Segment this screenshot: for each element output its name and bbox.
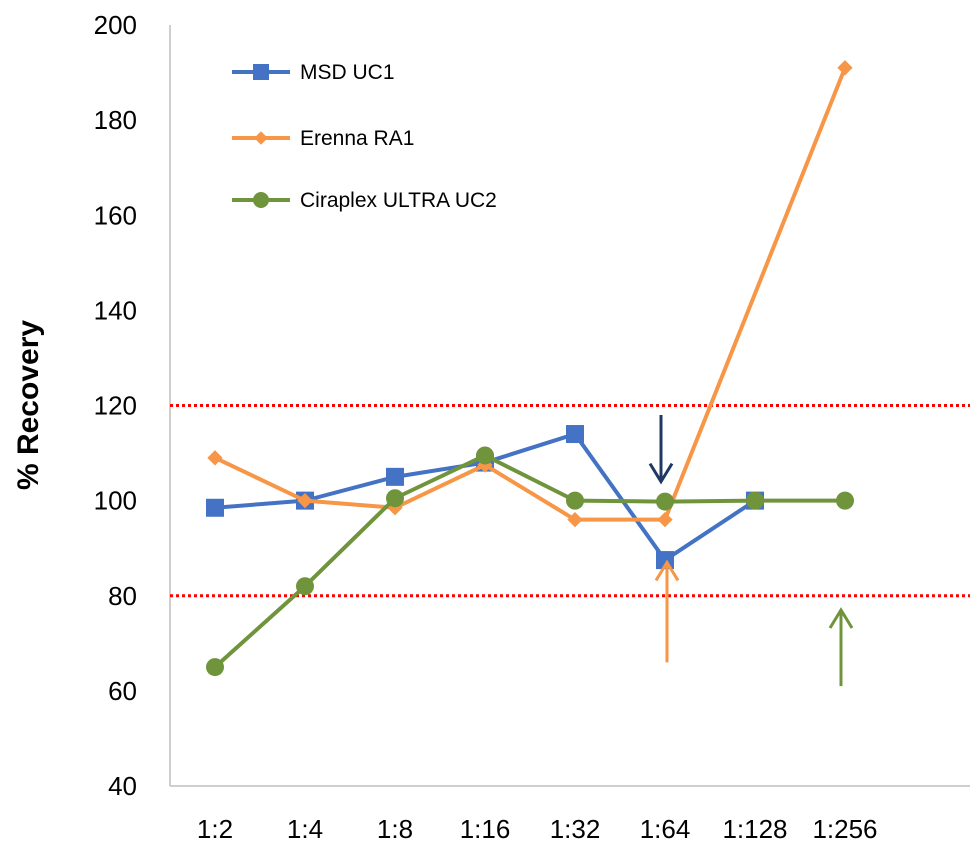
arrow-up-annotation [830,610,852,686]
legend-label: MSD UC1 [300,61,395,84]
y-tick-label: 180 [94,105,137,135]
x-tick-label: 1:16 [460,814,511,844]
x-tick-label: 1:4 [287,814,323,844]
data-point-diamond [207,450,222,465]
y-tick-label: 160 [94,200,137,230]
legend-label: Erenna RA1 [300,127,414,150]
y-tick-label: 60 [108,676,137,706]
x-tick-labels: 1:2 1:4 1:8 1:16 1:32 1:64 1:128 1:256 [197,814,878,844]
data-point-square [566,425,584,443]
data-point-circle [296,577,314,595]
data-point-circle [253,192,269,208]
legend-item: Ciraplex ULTRA UC2 [232,189,497,212]
y-tick-label: 80 [108,581,137,611]
x-tick-label: 1:128 [722,814,787,844]
x-tick-label: 1:2 [197,814,233,844]
y-tick-label: 40 [108,771,137,801]
data-point-circle [206,658,224,676]
legend: MSD UC1 Erenna RA1 Ciraplex ULTRA UC2 [232,61,497,212]
data-point-diamond [254,131,268,145]
data-point-circle [656,493,674,511]
y-tick-label: 200 [94,10,137,40]
x-tick-label: 1:256 [812,814,877,844]
arrow-down-annotation [650,415,672,482]
data-point-circle [386,489,404,507]
data-point-circle [476,446,494,464]
x-tick-label: 1:64 [640,814,691,844]
y-tick-label: 100 [94,486,137,516]
legend-label: Ciraplex ULTRA UC2 [300,189,497,212]
data-point-square [253,64,269,80]
data-point-circle [746,492,764,510]
data-point-circle [566,492,584,510]
series-line [215,455,845,667]
y-tick-labels: 40 60 80 100 120 140 160 180 200 [94,10,137,801]
y-axis-label: % Recovery [12,320,45,490]
data-point-circle [836,492,854,510]
series-ciraplex-ultra-uc2 [206,446,854,676]
y-tick-label: 120 [94,391,137,421]
series-layer [206,60,854,676]
y-tick-label: 140 [94,295,137,325]
data-point-square [386,468,404,486]
x-tick-label: 1:8 [377,814,413,844]
legend-item: Erenna RA1 [232,127,414,150]
arrow-up-annotation [656,562,678,662]
x-tick-label: 1:32 [550,814,601,844]
legend-item: MSD UC1 [232,61,395,84]
data-point-diamond [837,60,852,75]
data-point-square [206,499,224,517]
data-point-diamond [657,512,672,527]
